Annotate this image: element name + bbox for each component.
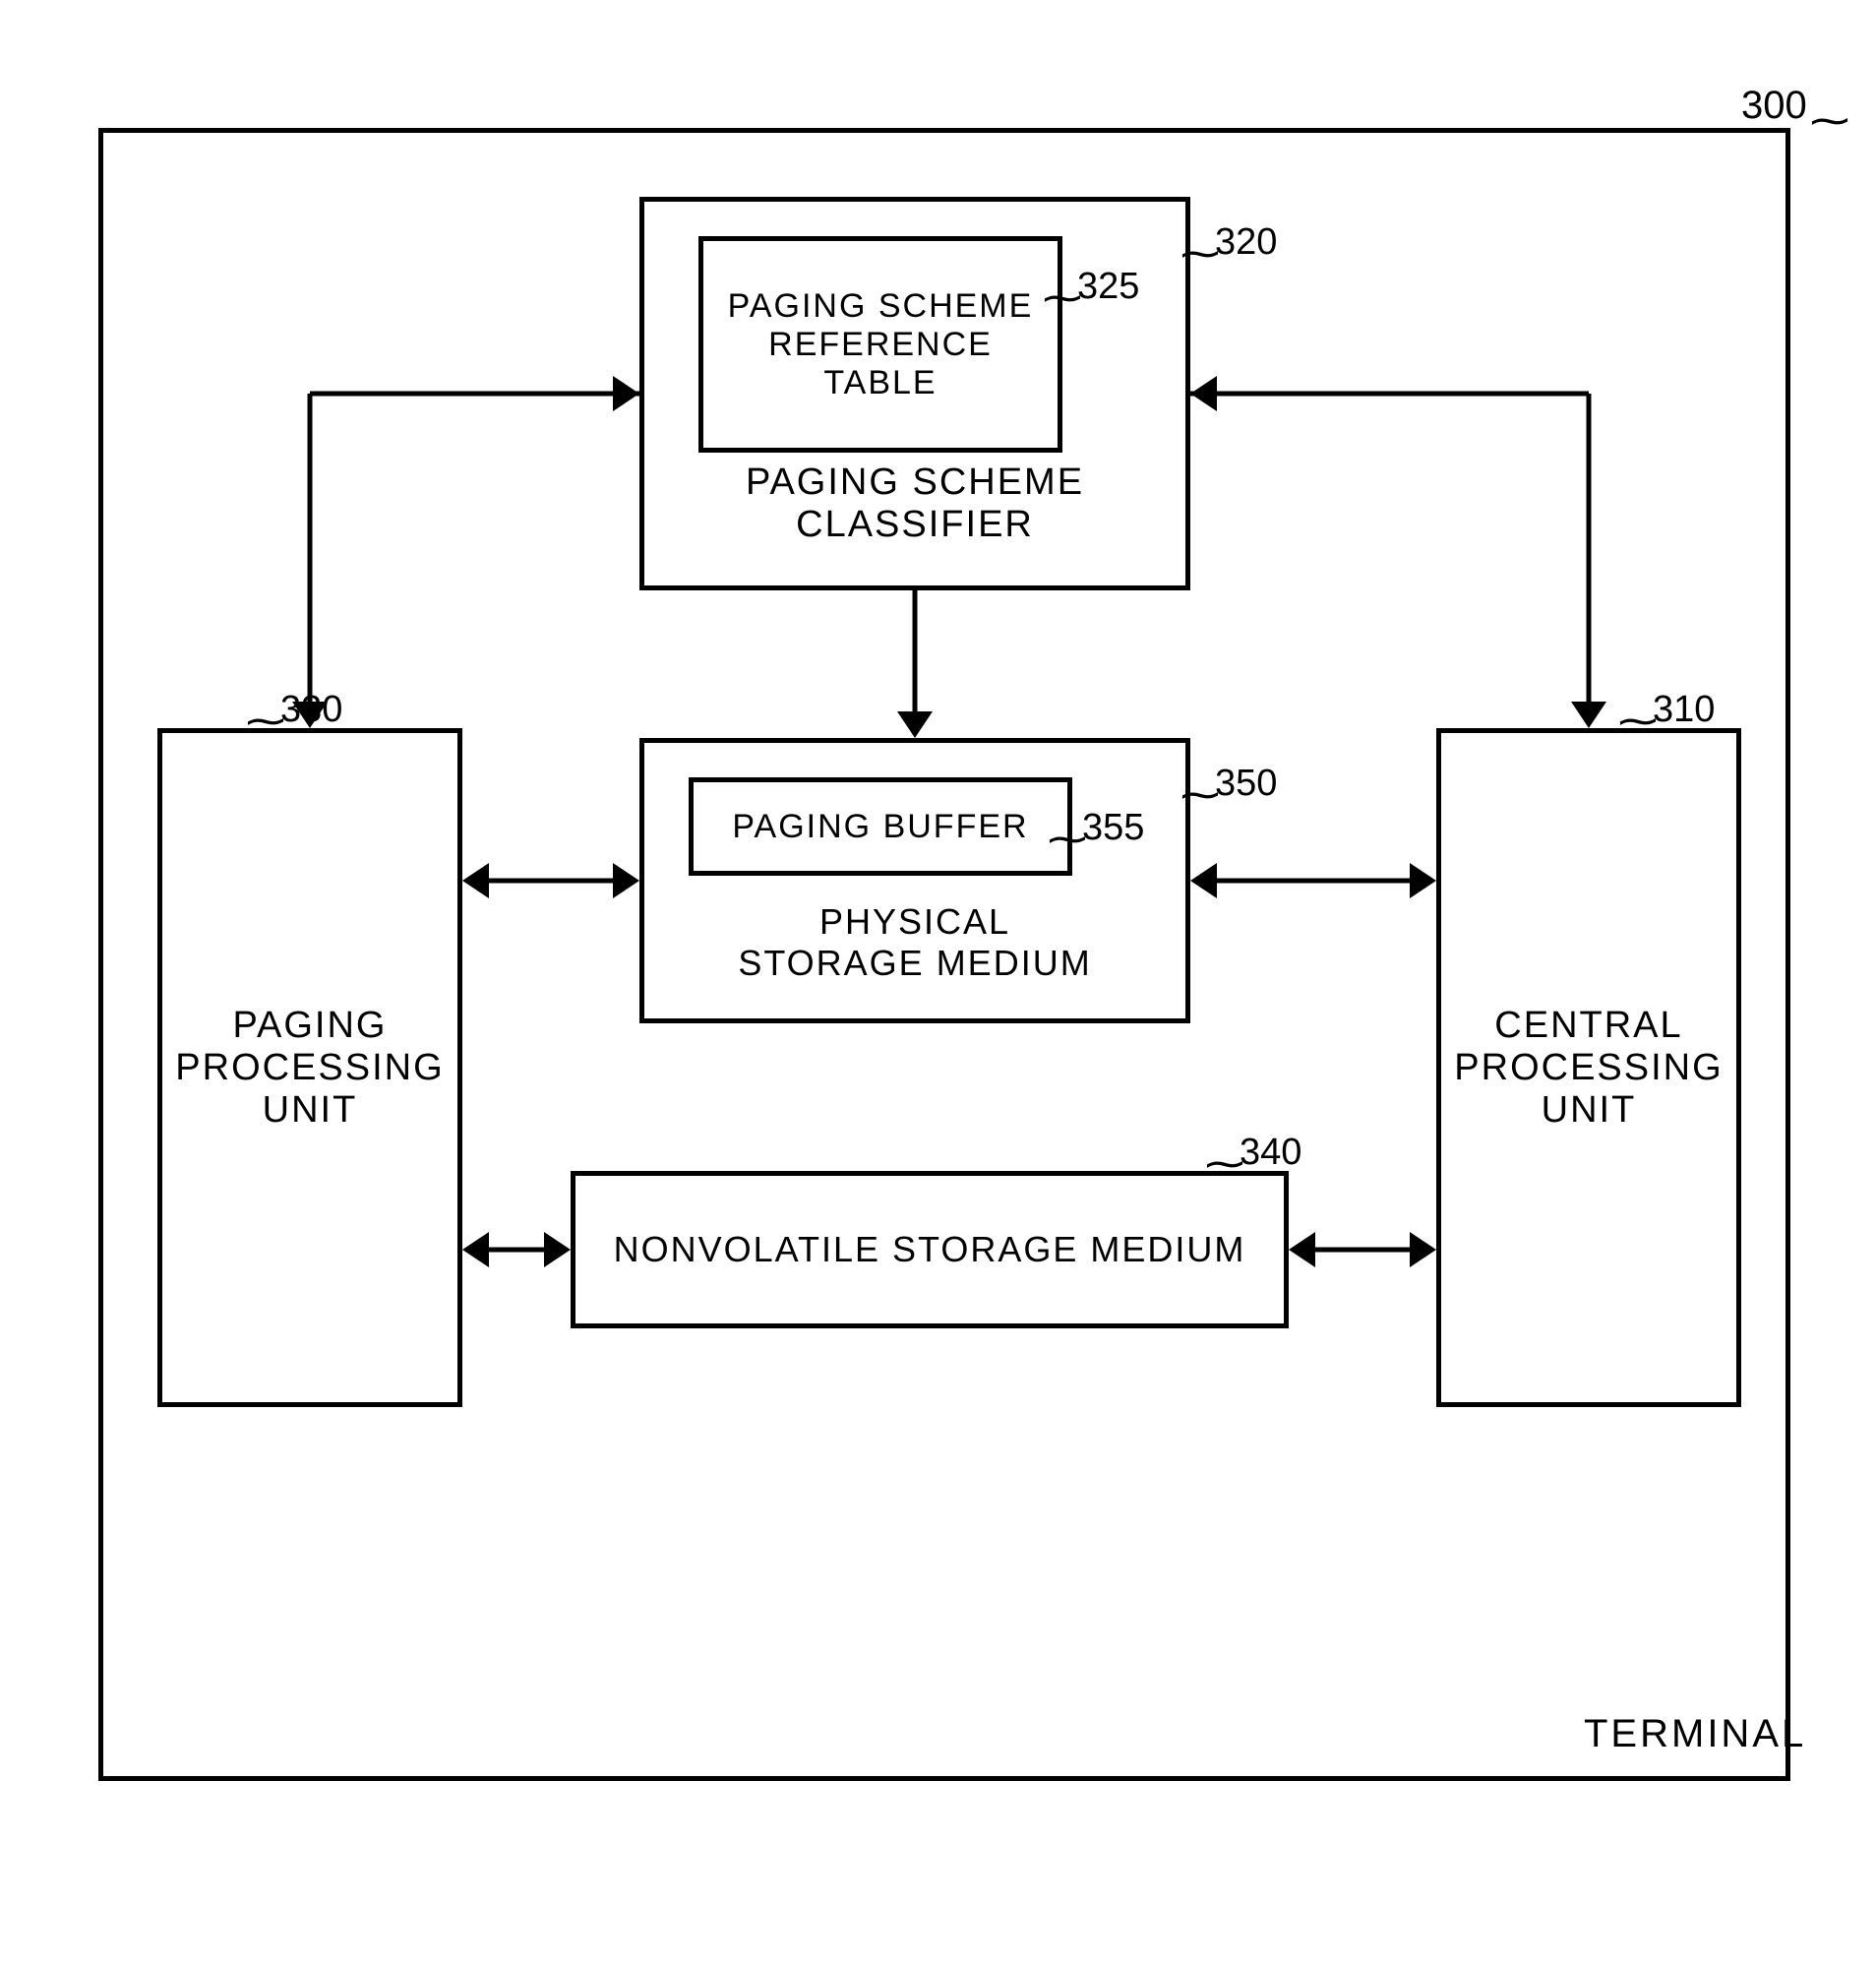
- tilde-icon: ⁓: [1810, 98, 1849, 144]
- paging-buffer-label: PAGING BUFFER: [732, 808, 1028, 846]
- ppu-label: PAGING PROCESSING UNIT: [175, 1005, 444, 1132]
- nonvolatile-storage-medium-box: NONVOLATILE STORAGE MEDIUM: [571, 1171, 1289, 1328]
- physical-storage-ref: 350: [1215, 763, 1277, 805]
- paging-buffer-ref: 355: [1082, 807, 1144, 849]
- tilde-icon: ⁓: [1048, 817, 1087, 862]
- tilde-icon: ⁓: [246, 699, 285, 744]
- nonvolatile-storage-ref: 340: [1240, 1132, 1301, 1174]
- tilde-icon: ⁓: [1618, 699, 1658, 744]
- reference-table-ref: 325: [1077, 266, 1139, 308]
- diagram-canvas: TERMINAL 300 ⁓ PAGING SCHEME CLASSIFIER …: [0, 0, 1876, 1965]
- terminal-ref: 300: [1741, 84, 1807, 128]
- paging-scheme-reference-table-box: PAGING SCHEME REFERENCE TABLE: [698, 236, 1062, 453]
- tilde-icon: ⁓: [1180, 772, 1220, 818]
- classifier-ref: 320: [1215, 221, 1277, 264]
- tilde-icon: ⁓: [1205, 1141, 1244, 1187]
- cpu-label: CENTRAL PROCESSING UNIT: [1454, 1005, 1723, 1132]
- tilde-icon: ⁓: [1043, 276, 1082, 321]
- classifier-label: PAGING SCHEME CLASSIFIER: [746, 461, 1084, 566]
- tilde-icon: ⁓: [1180, 231, 1220, 276]
- paging-buffer-box: PAGING BUFFER: [689, 777, 1072, 876]
- terminal-label: TERMINAL: [1584, 1712, 1806, 1756]
- physical-storage-label: PHYSICAL STORAGE MEDIUM: [738, 901, 1091, 1004]
- reference-table-label: PAGING SCHEME REFERENCE TABLE: [728, 287, 1034, 402]
- cpu-ref: 310: [1653, 689, 1715, 731]
- central-processing-unit-box: CENTRAL PROCESSING UNIT: [1436, 728, 1741, 1407]
- ppu-ref: 330: [280, 689, 342, 731]
- nonvolatile-storage-label: NONVOLATILE STORAGE MEDIUM: [614, 1229, 1246, 1270]
- paging-processing-unit-box: PAGING PROCESSING UNIT: [157, 728, 462, 1407]
